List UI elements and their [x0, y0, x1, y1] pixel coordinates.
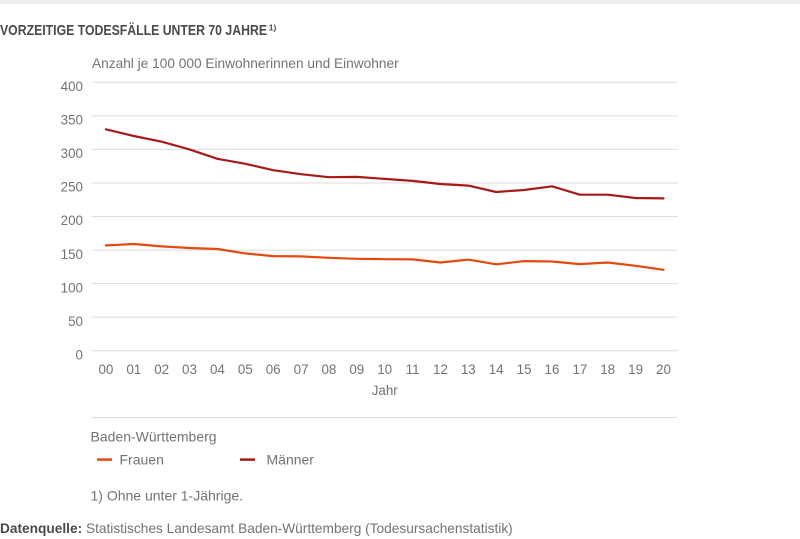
svg-text:200: 200 — [61, 213, 83, 228]
svg-text:02: 02 — [154, 362, 169, 377]
svg-text:VORZEITIGE TODESFÄLLE UNTER 70: VORZEITIGE TODESFÄLLE UNTER 70 JAHRE — [0, 22, 267, 39]
svg-text:10: 10 — [377, 362, 392, 377]
svg-text:01: 01 — [126, 362, 141, 377]
svg-text:1): 1) — [269, 23, 277, 33]
svg-text:08: 08 — [321, 362, 336, 377]
svg-text:300: 300 — [61, 146, 83, 161]
svg-text:12: 12 — [433, 362, 448, 377]
svg-text:Anzahl je 100 000 Einwohnerinn: Anzahl je 100 000 Einwohnerinnen und Ein… — [92, 56, 399, 71]
svg-text:00: 00 — [98, 362, 113, 377]
svg-text:05: 05 — [238, 362, 253, 377]
svg-text:06: 06 — [266, 362, 281, 377]
svg-text:18: 18 — [600, 362, 615, 377]
svg-text:Jahr: Jahr — [372, 383, 399, 398]
svg-text:0: 0 — [76, 347, 83, 362]
svg-text:13: 13 — [461, 362, 476, 377]
svg-text:150: 150 — [61, 247, 83, 262]
svg-text:09: 09 — [349, 362, 364, 377]
svg-text:400: 400 — [61, 79, 83, 94]
svg-text:Baden-Württemberg: Baden-Württemberg — [91, 429, 217, 445]
svg-text:16: 16 — [545, 362, 560, 377]
svg-text:11: 11 — [406, 362, 420, 377]
svg-text:20: 20 — [656, 362, 671, 377]
svg-text:19: 19 — [628, 362, 643, 377]
svg-text:Männer: Männer — [267, 451, 315, 467]
svg-text:15: 15 — [517, 362, 532, 377]
svg-text:50: 50 — [68, 314, 83, 329]
svg-text:14: 14 — [489, 362, 504, 377]
svg-text:1) Ohne unter 1-Jährige.: 1) Ohne unter 1-Jährige. — [91, 487, 244, 503]
svg-text:100: 100 — [61, 280, 83, 295]
svg-text:03: 03 — [182, 362, 197, 377]
svg-text:Datenquelle: Statistisches Lan: Datenquelle: Statistisches Landesamt Bad… — [0, 521, 513, 536]
svg-text:07: 07 — [294, 362, 309, 377]
svg-text:350: 350 — [61, 113, 83, 128]
svg-text:04: 04 — [210, 362, 225, 377]
svg-text:Frauen: Frauen — [120, 451, 164, 467]
svg-text:17: 17 — [572, 362, 587, 377]
svg-text:250: 250 — [61, 180, 83, 195]
